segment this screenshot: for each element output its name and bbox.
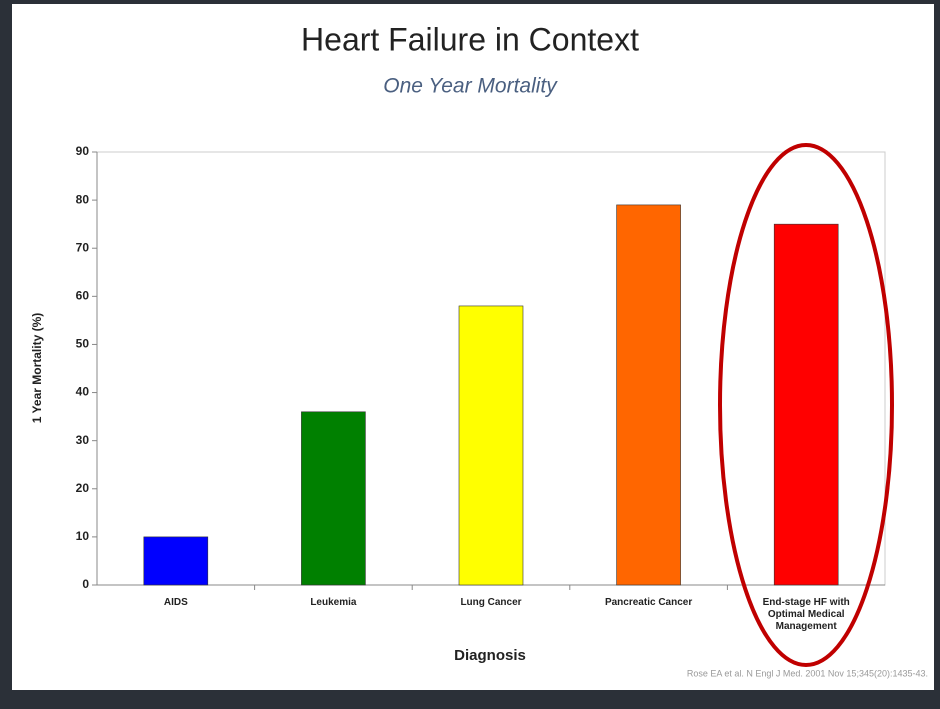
x-axis-label: Diagnosis bbox=[454, 647, 526, 664]
y-axis-label: 1 Year Mortality (%) bbox=[30, 313, 44, 423]
y-tick-label: 90 bbox=[76, 144, 90, 158]
bar bbox=[616, 204, 681, 586]
highlight-ellipse bbox=[718, 143, 894, 667]
y-tick-label: 40 bbox=[76, 385, 90, 399]
chart-title: Heart Failure in Context bbox=[301, 21, 639, 57]
chart-subtitle: One Year Mortality bbox=[383, 75, 558, 98]
y-tick-label: 80 bbox=[76, 192, 90, 206]
x-tick-label: End-stage HF with Optimal Medical Manage… bbox=[762, 597, 850, 632]
bar bbox=[773, 223, 839, 586]
bar bbox=[458, 305, 524, 586]
y-tick-label: 30 bbox=[76, 433, 90, 447]
y-tick-label: 10 bbox=[76, 529, 90, 543]
x-tick-label: Lung Cancer bbox=[460, 597, 522, 608]
y-tick-label: 60 bbox=[76, 289, 90, 303]
source-citation: Rose EA et al. N Engl J Med. 2001 Nov 15… bbox=[687, 668, 928, 678]
x-tick-label: Pancreatic Cancer bbox=[604, 597, 693, 608]
y-tick-label: 20 bbox=[76, 481, 90, 495]
x-tick-label: Leukemia bbox=[310, 597, 357, 608]
bar bbox=[143, 536, 209, 586]
y-tick-label: 50 bbox=[76, 337, 90, 351]
y-tick-label: 0 bbox=[82, 577, 89, 591]
x-tick-label: AIDS bbox=[163, 597, 188, 608]
bar bbox=[301, 411, 366, 586]
y-tick-label: 70 bbox=[76, 240, 90, 254]
